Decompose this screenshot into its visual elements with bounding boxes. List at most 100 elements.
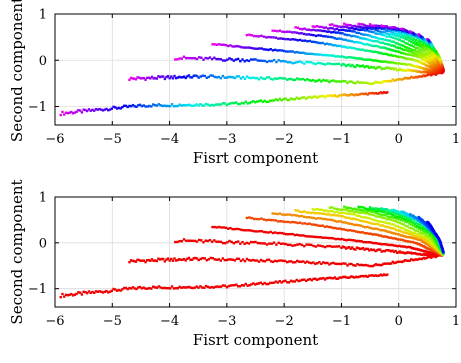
bottom-series-0-point-94 xyxy=(231,284,234,287)
top-series-3-point-4 xyxy=(220,43,223,46)
bottom-series-0-point-88 xyxy=(219,285,223,288)
bottom-series-6-point-54 xyxy=(409,233,413,236)
bottom-series-2-point-41 xyxy=(263,242,266,245)
bottom-series-1-point-118 xyxy=(348,262,351,266)
top-series-1-point-106 xyxy=(324,79,327,82)
bottom-series-4-point-67 xyxy=(389,236,393,239)
top-series-8-point-17 xyxy=(365,29,369,32)
bottom-series-7-point-26 xyxy=(368,217,372,220)
bottom-series-4-point-29 xyxy=(315,223,318,227)
bottom-series-5-point-18 xyxy=(314,217,318,220)
top-series-5-point-54 xyxy=(391,49,394,52)
bottom-series-0-point-82 xyxy=(208,286,212,289)
bottom-series-7-point-29 xyxy=(375,219,378,222)
bottom-series-0-point-85 xyxy=(214,285,217,289)
top-series-9-point-28 xyxy=(404,37,407,41)
bottom-series-0-point-28 xyxy=(108,290,112,293)
top-series-0-point-52 xyxy=(152,103,155,106)
top-series-3-point-34 xyxy=(287,50,290,53)
top-series-0-point-39 xyxy=(128,104,131,108)
bottom-series-1-point-88 xyxy=(287,260,291,263)
bottom-series-2-point-81 xyxy=(351,246,354,249)
top-series-1-point-118 xyxy=(348,80,351,83)
bottom-series-4-point-62 xyxy=(381,235,384,238)
top-series-11-point-2 xyxy=(372,24,376,27)
top-series-0-point-175 xyxy=(374,91,377,95)
bottom-series-1-point-19 xyxy=(158,258,162,261)
top-series-0-point-114 xyxy=(269,99,272,102)
bottom-series-6-point-12 xyxy=(321,212,324,215)
bottom-series-3-point-87 xyxy=(392,244,396,247)
bottom-series-0-point-121 xyxy=(282,280,285,283)
bottom-series-7-point-13 xyxy=(340,211,343,215)
bottom-series-7-point-21 xyxy=(357,214,361,217)
bottom-x-tick-label-1: −5 xyxy=(103,314,122,329)
top-series-0-point-163 xyxy=(354,93,358,96)
bottom-series-12-point-1 xyxy=(382,207,385,211)
bottom-series-1-point-39 xyxy=(190,258,194,261)
top-series-1-point-38 xyxy=(189,76,192,79)
top-series-0-point-58 xyxy=(163,104,166,107)
bottom-series-2-point-65 xyxy=(319,244,322,248)
top-series-1-point-50 xyxy=(211,74,214,77)
top-series-2-point-29 xyxy=(236,57,240,61)
bottom-series-0-point-115 xyxy=(270,281,274,285)
top-series-2-point-17 xyxy=(210,57,214,61)
top-series-0-point-132 xyxy=(303,96,306,99)
bottom-series-1-point-111 xyxy=(334,262,337,265)
top-series-11-point-14 xyxy=(396,30,399,33)
bottom-series-0-point-105 xyxy=(252,282,255,285)
bottom-series-6-point-61 xyxy=(422,237,425,240)
top-series-2-point-48 xyxy=(279,60,283,63)
top-series-1-point-57 xyxy=(225,76,229,79)
top-series-3-point-54 xyxy=(330,54,333,57)
top-series-0-point-84 xyxy=(212,104,215,107)
bottom-series-9-point-12 xyxy=(368,209,371,213)
bottom-series-0-point-98 xyxy=(238,285,242,288)
top-series-1-point-142 xyxy=(390,79,393,83)
top-series-0-point-41 xyxy=(131,103,135,107)
top-series-1-point-79 xyxy=(269,77,273,81)
bottom-series-0-point-18 xyxy=(91,290,94,294)
top-series-10-point-1 xyxy=(359,23,362,26)
top-series-2-point-11 xyxy=(197,56,201,59)
bottom-series-2-point-6 xyxy=(187,239,190,242)
bottom-series-2-point-93 xyxy=(369,248,373,251)
bottom-series-2-point-52 xyxy=(289,243,292,247)
bottom-series-0-point-139 xyxy=(315,278,319,281)
bottom-series-0-point-180 xyxy=(382,273,386,276)
bottom-series-3-point-34 xyxy=(287,233,290,236)
top-series-2-point-0 xyxy=(174,58,177,61)
bottom-series-17-point-40 xyxy=(442,250,445,254)
bottom-series-5-point-46 xyxy=(377,227,380,231)
bottom-series-2-point-16 xyxy=(208,238,212,242)
bottom-series-0-point-12 xyxy=(80,293,84,296)
bottom-series-5-point-10 xyxy=(295,214,299,217)
bottom-series-3-point-65 xyxy=(353,239,356,242)
bottom-series-3-point-60 xyxy=(343,238,346,241)
bottom-series-3-point-95 xyxy=(407,245,410,249)
bottom-series-13-point-0 xyxy=(390,208,394,212)
top-series-2-point-96 xyxy=(374,67,377,70)
bottom-series-7-point-6 xyxy=(324,209,328,212)
top-series-3-point-29 xyxy=(276,49,279,52)
top-series-2-point-64 xyxy=(317,61,320,65)
top-series-5-point-3 xyxy=(278,29,282,32)
bottom-series-0-point-101 xyxy=(244,282,247,286)
bottom-series-1-point-116 xyxy=(344,262,347,265)
bottom-series-8-point-9 xyxy=(348,209,351,213)
top-series-1-point-101 xyxy=(314,80,317,83)
bottom-series-7-point-52 xyxy=(420,234,424,238)
bottom-series-1-point-42 xyxy=(195,257,199,260)
top-series-5-point-2 xyxy=(276,30,279,33)
top-series-1-point-150 xyxy=(402,77,405,81)
bottom-series-1-point-137 xyxy=(382,262,385,265)
top-series-0-point-154 xyxy=(340,94,343,97)
bottom-series-2-point-15 xyxy=(206,239,210,243)
bottom-series-1-point-45 xyxy=(201,256,204,260)
top-series-2-point-99 xyxy=(378,65,382,69)
bottom-series-10-point-18 xyxy=(394,215,397,218)
top-series-3-point-31 xyxy=(280,49,284,52)
bottom-series-8-point-14 xyxy=(359,211,362,214)
top-series-1-point-135 xyxy=(379,81,382,84)
